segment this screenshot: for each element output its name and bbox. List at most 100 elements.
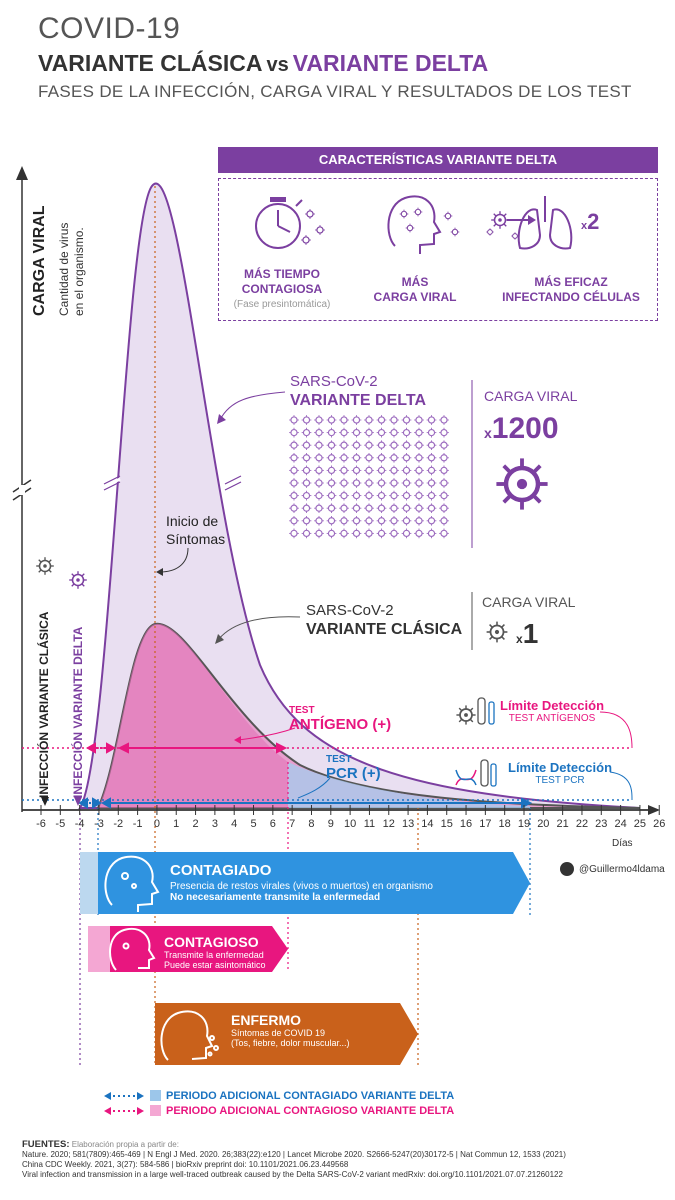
contagioso-line1: Transmite la enfermedad: [164, 950, 264, 960]
small-virus-icon: [413, 427, 425, 439]
small-virus-icon: [338, 439, 350, 451]
carac-item3-line2: INFECTANDO CÉLULAS: [502, 290, 640, 304]
small-virus-icon: [401, 414, 412, 426]
small-virus-icon: [351, 439, 362, 451]
small-virus-icon: [351, 502, 362, 514]
carac-item3-line1: MÁS EFICAZ: [534, 275, 608, 289]
small-virus-icon: [326, 477, 337, 489]
carga-viral-clasica: CARGA VIRAL x1: [482, 594, 575, 650]
delta-virus-grid: [288, 414, 450, 539]
small-virus-icon: [413, 439, 425, 451]
carga-viral-clasica-label: CARGA VIRAL: [482, 594, 576, 610]
twitter-handle[interactable]: @Guillermo4ldama: [560, 862, 665, 876]
enfermo-title: ENFERMO: [231, 1012, 301, 1028]
x-tick-label: 14: [421, 818, 434, 830]
small-virus-icon: [326, 439, 337, 451]
small-virus-icon: [438, 490, 450, 502]
x-tick-label: 22: [575, 818, 589, 830]
x-tick-label: -5: [55, 818, 66, 830]
small-virus-icon: [338, 464, 350, 476]
contagiado-extra-delta: [80, 852, 98, 914]
small-virus-icon: [288, 490, 300, 502]
small-virus-icon: [301, 464, 312, 476]
enfermo-text: ENFERMO Síntomas de COVID 19 (Tos, fiebr…: [231, 1012, 350, 1048]
small-virus-icon: [326, 464, 337, 476]
small-virus-icon: [438, 452, 450, 464]
small-virus-icon: [351, 464, 362, 476]
sources-label: FUENTES:: [22, 1139, 70, 1150]
contagiado-line1: Presencia de restos virales (vivos o mue…: [170, 881, 433, 892]
clasica-mult-value: 1: [522, 618, 539, 649]
contagiado-title: CONTAGIADO: [170, 862, 272, 879]
small-virus-icon: [438, 502, 450, 514]
test-pcr-name: PCR (+): [326, 765, 381, 782]
small-virus-icon: [313, 452, 325, 464]
x-axis-unit: Días: [612, 838, 633, 849]
small-virus-icon: [288, 515, 300, 527]
y-axis-arrow: [16, 166, 28, 180]
small-virus-icon: [401, 477, 412, 489]
legend-contagioso-marker: [104, 1105, 161, 1116]
carga-viral-clasica-mult: x1: [516, 618, 575, 650]
small-virus-icon: [388, 464, 400, 476]
small-virus-icon: [363, 502, 375, 514]
small-virus-icon: [438, 477, 450, 489]
carac-item3-mult-value: 2: [587, 209, 600, 234]
small-virus-icon: [326, 527, 337, 539]
delta-mult-prefix: x: [484, 425, 492, 441]
x-tick-label: 17: [479, 818, 492, 830]
small-virus-icon: [376, 427, 387, 439]
test-antigeno-name: ANTÍGENO (+): [289, 716, 392, 733]
clasica-curve-label: SARS-CoV-2 VARIANTE CLÁSICA: [306, 601, 462, 639]
sources: FUENTES: Elaboración propia a partir de:…: [22, 1140, 662, 1180]
small-virus-icon: [301, 515, 312, 527]
small-virus-icon: [401, 452, 412, 464]
infection-delta-label: INFECCIÓN VARIANTE DELTA: [71, 626, 85, 798]
small-virus-icon: [426, 464, 437, 476]
small-virus-icon: [338, 414, 350, 426]
small-virus-icon: [301, 502, 312, 514]
legend-contagiado-marker: [104, 1090, 161, 1101]
x-tick-label: 20: [537, 818, 550, 830]
carga-viral-delta-label: CARGA VIRAL: [484, 388, 578, 404]
small-virus-icon: [438, 414, 450, 426]
enfermo-band: [155, 1003, 418, 1065]
delta-infection-virus-icon: [68, 570, 88, 590]
small-virus-icon: [313, 490, 325, 502]
small-virus-icon: [338, 527, 350, 539]
contagiado-band: [98, 852, 530, 914]
small-virus-icon: [413, 414, 425, 426]
small-virus-icon: [388, 527, 400, 539]
x-tick-label: 26: [653, 818, 666, 830]
antigen-virus-icon: [455, 704, 477, 726]
small-virus-icon: [338, 502, 350, 514]
small-virus-icon: [388, 515, 400, 527]
twitter-handle-text: @Guillermo4ldama: [579, 863, 665, 875]
big-virus-icon: [496, 458, 547, 509]
sources-intro: Elaboración propia a partir de:: [71, 1140, 179, 1149]
small-virus-icon: [426, 490, 437, 502]
contagiado-head-icon: [104, 855, 160, 912]
enfermo-line1: Síntomas de COVID 19: [231, 1028, 326, 1038]
x-tick-label: 10: [343, 818, 357, 830]
caracteristicas-heading: CARACTERÍSTICAS VARIANTE DELTA: [218, 147, 658, 173]
x-tick-label: 2: [192, 818, 199, 830]
infection-clasica-marker: [41, 797, 49, 806]
delta-mult-value: 1200: [491, 412, 559, 445]
small-virus-icon: [438, 439, 450, 451]
limite-pcr-sub: TEST PCR: [535, 775, 585, 786]
small-virus-icon: [438, 527, 450, 539]
small-virus-icon: [326, 452, 337, 464]
small-virus-icon: [326, 515, 337, 527]
small-virus-icon: [351, 427, 362, 439]
infection-delta-marker: [74, 797, 82, 806]
x-tick-label: 4: [231, 818, 238, 830]
small-virus-icon: [376, 439, 387, 451]
inicio-line2: Síntomas: [166, 531, 226, 547]
small-virus-icon: [376, 515, 387, 527]
x-tick-label: 9: [327, 818, 334, 830]
lungs-icon: [485, 196, 573, 250]
carac-item3-mult: x2: [581, 209, 599, 235]
contagioso-band: [110, 926, 288, 972]
